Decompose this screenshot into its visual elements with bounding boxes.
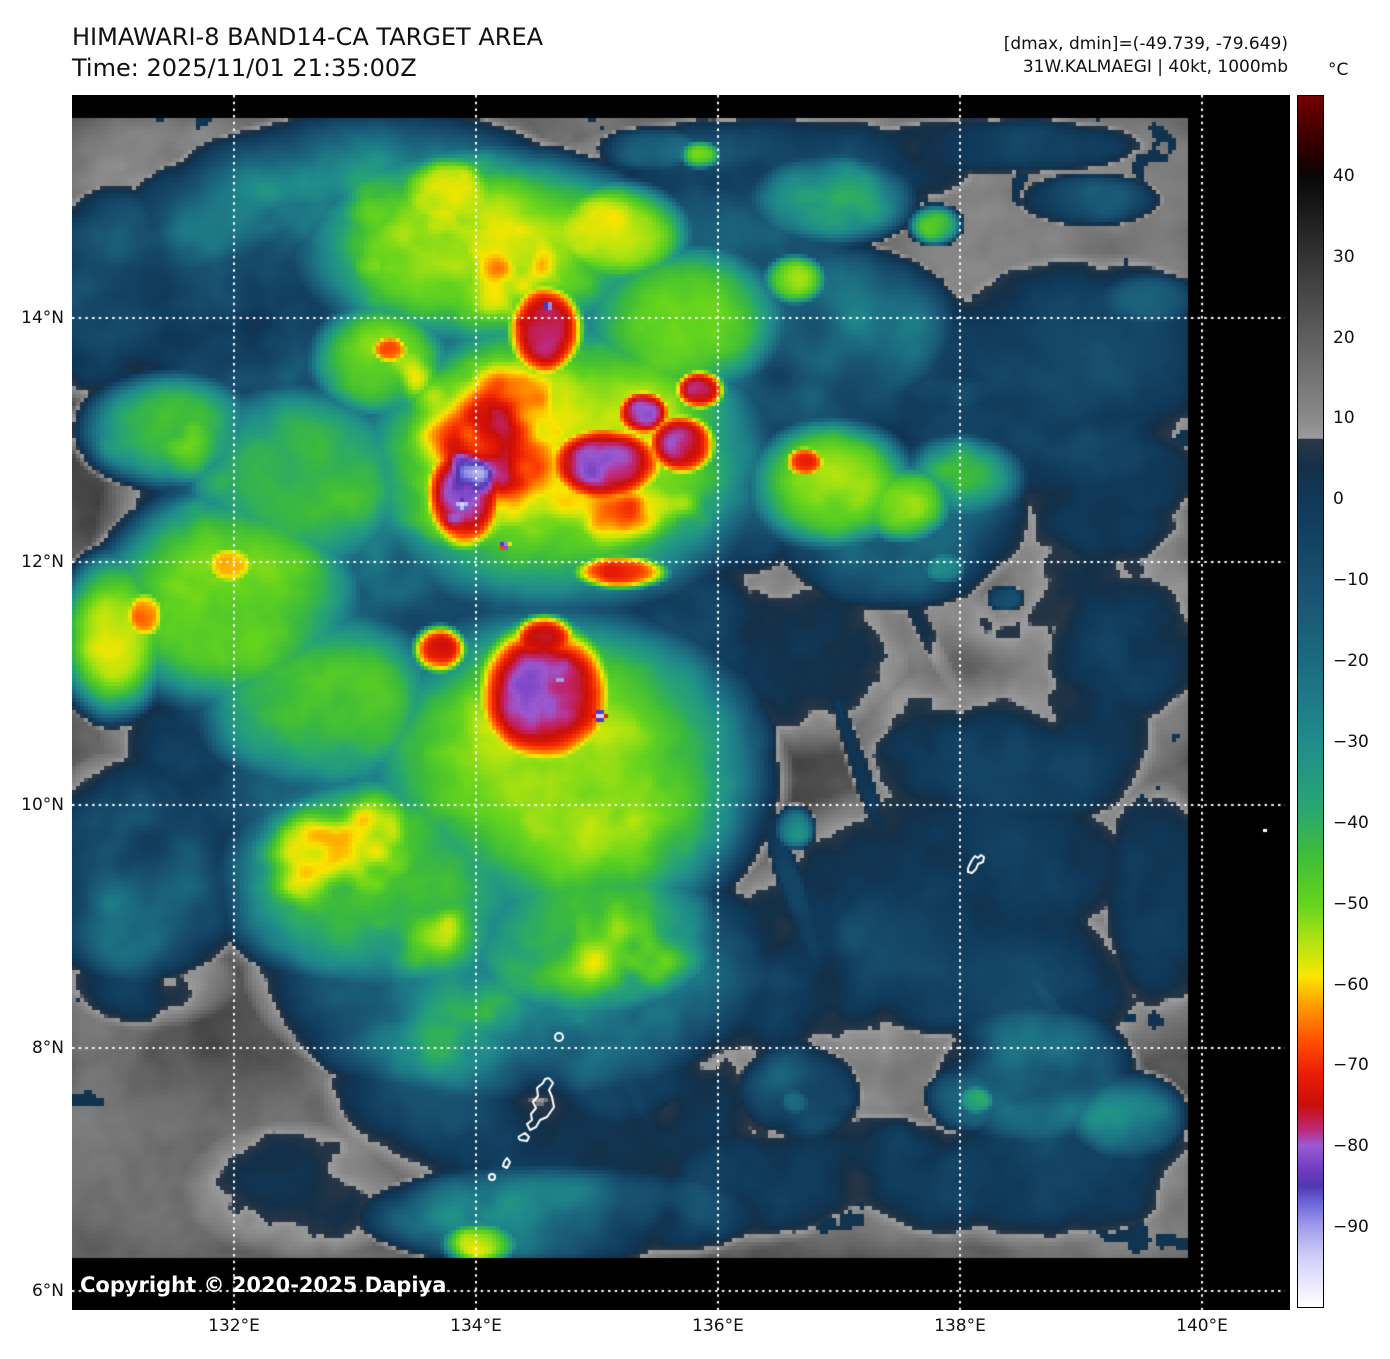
colorbar-tick-label: 30 [1333,246,1355,267]
satellite-canvas [72,95,1290,1310]
colorbar-gradient [1298,96,1323,1307]
lon-tick-label: 134°E [450,1316,502,1336]
storm-info-annotation: 31W.KALMAEGI | 40kt, 1000mb [1022,57,1288,77]
timestamp-label: Time: 2025/11/01 21:35:00Z [72,54,417,82]
dmax-dmin-annotation: [dmax, dmin]=(-49.739, -79.649) [1003,34,1288,54]
lat-tick-label: 12°N [21,552,64,572]
map-plot: Copyright © 2020-2025 Dapiya [72,95,1290,1310]
colorbar-tick-label: 20 [1333,327,1355,348]
colorbar [1297,95,1324,1308]
lat-tick-label: 6°N [31,1281,64,1301]
lon-tick-label: 138°E [934,1316,986,1336]
colorbar-tick-label: −60 [1333,974,1369,995]
colorbar-tick-label: −10 [1333,570,1369,591]
colorbar-tick-label: −80 [1333,1136,1369,1157]
lat-tick-label: 8°N [31,1038,64,1058]
page-title: HIMAWARI-8 BAND14-CA TARGET AREA [72,23,544,51]
colorbar-tick-label: −20 [1333,651,1369,672]
annotation-block: [dmax, dmin]=(-49.739, -79.649) 31W.KALM… [1004,33,1288,79]
lat-tick-label: 14°N [21,308,64,328]
colorbar-tick-label: 10 [1333,408,1355,429]
colorbar-tick-label: −40 [1333,812,1369,833]
lon-tick-label: 136°E [692,1316,744,1336]
colorbar-unit-label: °C [1328,60,1349,80]
colorbar-tick-label: −90 [1333,1217,1369,1238]
lon-tick-label: 132°E [208,1316,260,1336]
colorbar-tick-label: −30 [1333,731,1369,752]
lat-tick-label: 10°N [21,795,64,815]
colorbar-tick-label: −70 [1333,1055,1369,1076]
colorbar-tick-label: −50 [1333,893,1369,914]
colorbar-tick-label: 40 [1333,165,1355,186]
lon-tick-label: 140°E [1176,1316,1228,1336]
copyright-label: Copyright © 2020-2025 Dapiya [80,1273,447,1297]
colorbar-tick-label: 0 [1333,489,1344,510]
